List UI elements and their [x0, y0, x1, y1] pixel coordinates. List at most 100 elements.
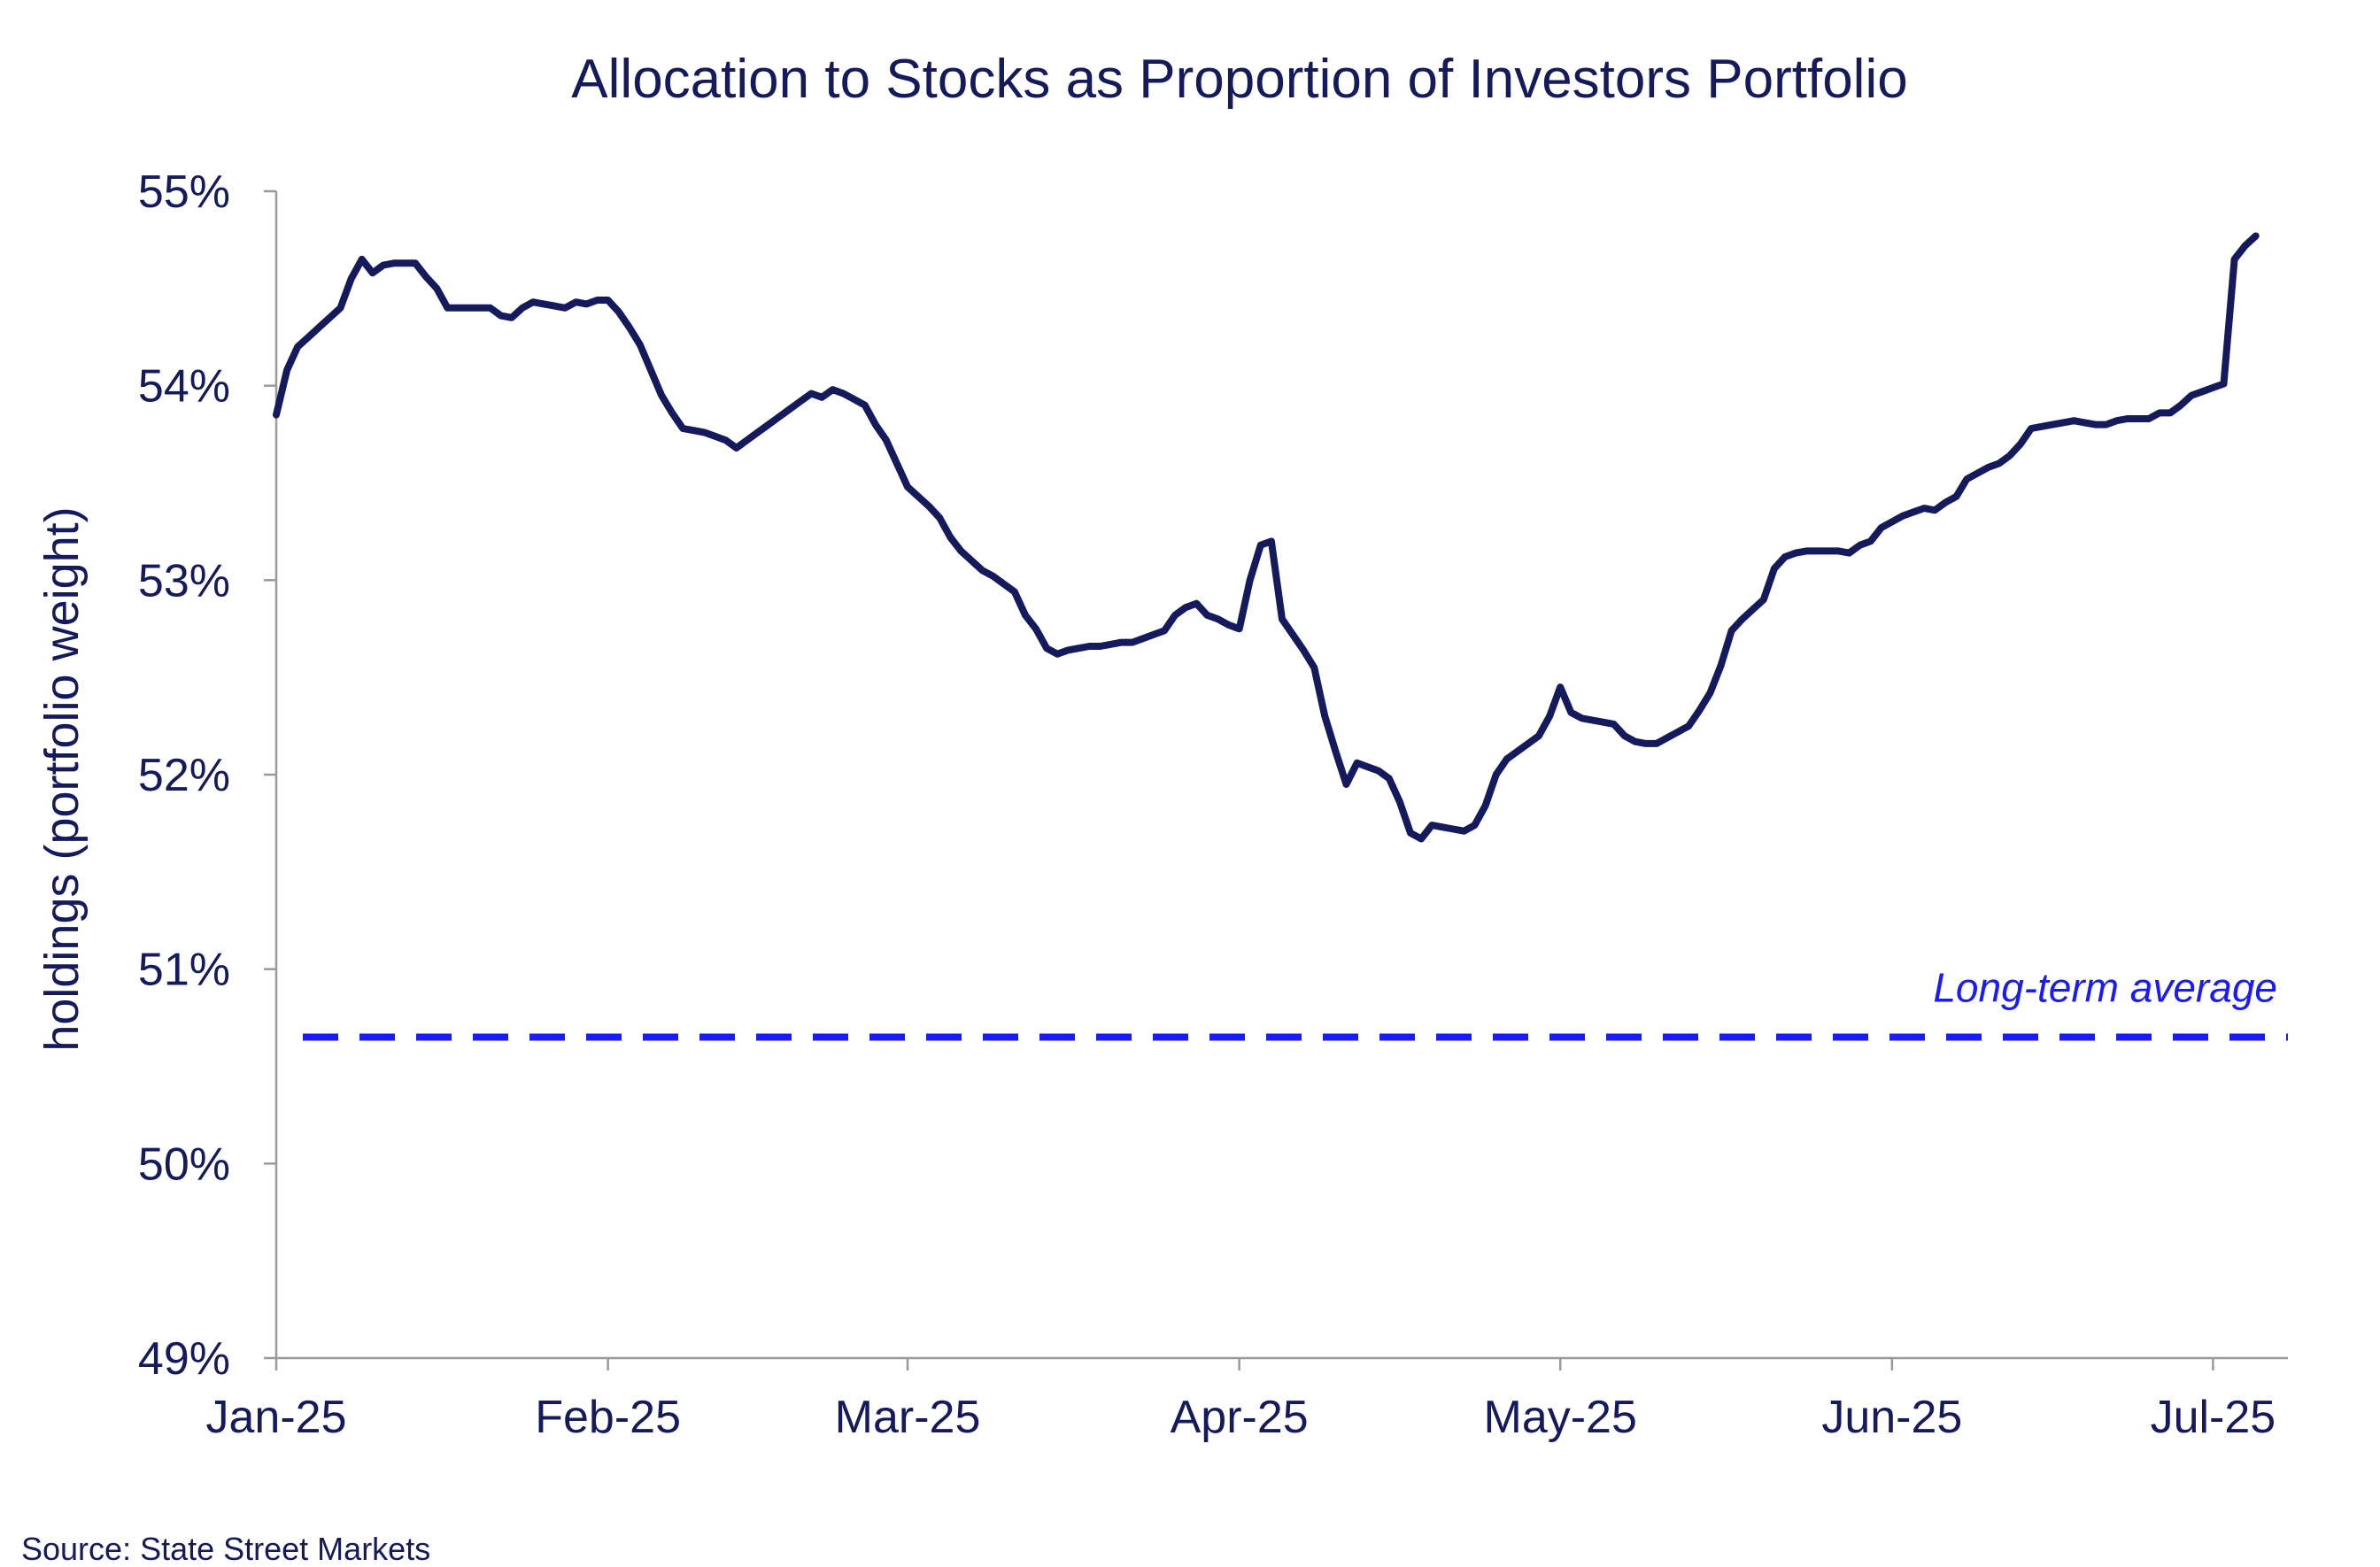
data-point	[1750, 606, 1757, 613]
data-point	[1203, 612, 1210, 619]
data-point	[1771, 565, 1778, 572]
data-point	[1963, 475, 1970, 482]
data-point	[2221, 381, 2228, 388]
data-point	[2156, 409, 2163, 416]
data-point	[1001, 581, 1008, 588]
data-point	[529, 298, 537, 305]
data-point	[690, 427, 697, 434]
y-tick-label: 55%	[138, 166, 230, 218]
data-point	[1493, 771, 1500, 778]
data-point	[1171, 612, 1178, 619]
data-point	[1140, 635, 1147, 642]
data-point	[840, 390, 847, 398]
data-point	[1054, 651, 1061, 658]
data-point	[294, 344, 301, 351]
data-point	[1193, 600, 1200, 607]
data-point	[337, 305, 344, 312]
data-point	[1257, 542, 1264, 549]
data-point	[1696, 707, 1703, 714]
data-point	[1011, 589, 1018, 596]
x-tick-label: May-25	[1484, 1392, 1637, 1443]
data-point	[915, 493, 922, 500]
data-point	[2177, 402, 2184, 409]
data-point	[733, 444, 740, 452]
y-tick-label: 53%	[138, 555, 230, 606]
data-point	[1611, 721, 1618, 728]
data-point	[1086, 643, 1093, 650]
data-point	[390, 259, 398, 266]
data-point	[904, 483, 911, 490]
data-point	[2038, 423, 2045, 430]
data-point	[851, 396, 858, 403]
x-tick-label: Apr-25	[1171, 1392, 1309, 1443]
data-point	[1546, 713, 1553, 720]
data-point	[2017, 441, 2024, 448]
data-point	[1215, 615, 1222, 622]
data-point	[1460, 828, 1467, 835]
data-point	[1032, 625, 1039, 632]
data-point	[422, 274, 429, 281]
data-point	[2124, 415, 2131, 422]
data-point	[957, 547, 964, 554]
data-point	[1332, 748, 1339, 755]
data-point	[2252, 233, 2260, 240]
data-point	[380, 262, 387, 269]
data-point	[1846, 550, 1853, 557]
data-point	[1567, 709, 1574, 716]
data-point	[2103, 421, 2110, 428]
data-point	[2081, 419, 2088, 426]
data-point	[626, 324, 633, 331]
data-point	[508, 314, 515, 321]
data-point	[1375, 768, 1382, 775]
data-point	[1718, 662, 1725, 669]
data-point	[433, 285, 440, 292]
data-point	[1653, 740, 1660, 747]
data-point	[1525, 740, 1532, 747]
data-point	[1108, 641, 1115, 648]
data-point	[1150, 631, 1157, 638]
chart-title: Allocation to Stocks as Proportion of In…	[571, 49, 1907, 110]
data-point	[1289, 631, 1296, 638]
data-point	[668, 409, 676, 416]
allocation-series-points	[273, 233, 2260, 843]
y-axis-ticks: 49% 50% 51% 52% 53% 54% 55%	[138, 166, 276, 1385]
data-point	[498, 313, 505, 320]
data-point	[466, 305, 473, 312]
data-point	[401, 259, 408, 266]
data-point	[583, 300, 591, 307]
data-point	[348, 275, 355, 282]
data-point	[2198, 388, 2206, 395]
data-point	[359, 256, 366, 263]
data-point	[808, 390, 815, 398]
data-point	[818, 394, 825, 401]
data-point	[1706, 690, 1713, 697]
data-point	[412, 259, 419, 266]
data-point	[1781, 553, 1789, 560]
y-axis-title: holdings (portfolio weight)	[35, 506, 89, 1051]
data-point	[1161, 627, 1168, 634]
data-point	[315, 324, 322, 331]
data-point	[658, 392, 665, 399]
data-point	[2028, 425, 2035, 432]
data-point	[1310, 664, 1318, 671]
data-point	[1728, 627, 1735, 634]
data-point	[1674, 729, 1681, 736]
data-point	[1300, 646, 1307, 653]
data-point	[1803, 547, 1810, 554]
x-tick-label: Jan-25	[206, 1392, 347, 1443]
data-point	[1760, 596, 1767, 603]
data-point	[679, 425, 686, 432]
data-point	[1472, 822, 1479, 829]
data-point	[1354, 760, 1361, 767]
data-point	[305, 334, 312, 341]
data-point	[765, 421, 772, 428]
y-tick-label: 50%	[138, 1139, 230, 1190]
data-point	[754, 428, 761, 436]
data-point	[283, 367, 290, 374]
data-point	[2209, 384, 2216, 391]
data-point	[1952, 493, 1959, 500]
data-point	[925, 503, 932, 510]
x-axis-ticks: Jan-25 Feb-25 Mar-25 Apr-25 May-25 Jun-25 Jul-…	[206, 1358, 2276, 1443]
data-point	[1225, 621, 1232, 629]
